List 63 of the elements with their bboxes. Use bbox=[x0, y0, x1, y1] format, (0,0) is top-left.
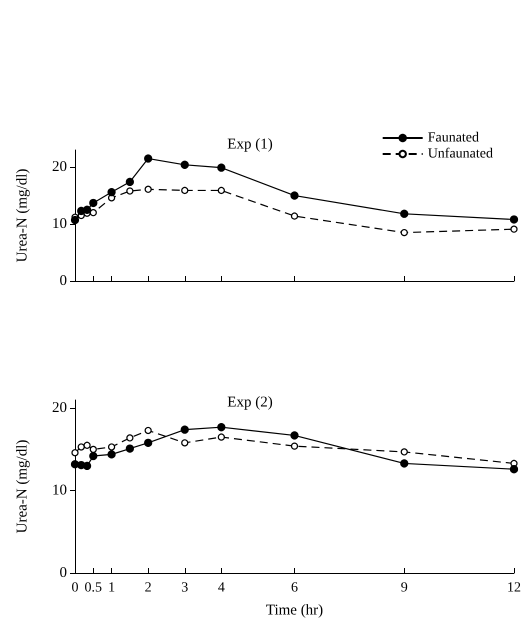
point bbox=[144, 426, 152, 434]
point bbox=[126, 178, 134, 186]
x-tick-label: 0 bbox=[72, 580, 78, 596]
point bbox=[180, 160, 189, 169]
point bbox=[144, 186, 152, 193]
point bbox=[290, 191, 299, 200]
point bbox=[82, 462, 92, 470]
point bbox=[218, 186, 225, 194]
y-axis-title: Urea-N (mg/dl) bbox=[14, 440, 30, 534]
x-tick-label: 1 bbox=[108, 580, 116, 596]
y-tick-label: 20 bbox=[52, 159, 67, 176]
point bbox=[89, 452, 98, 460]
point bbox=[144, 154, 152, 163]
point bbox=[218, 433, 225, 441]
point bbox=[107, 188, 116, 196]
y-tick-label: 10 bbox=[52, 216, 67, 232]
point bbox=[71, 449, 79, 456]
x-tick-label: 0.5 bbox=[84, 580, 102, 596]
x-tick-label: 2 bbox=[144, 580, 152, 596]
point bbox=[107, 450, 116, 458]
legend-label: Unfaunated bbox=[428, 146, 494, 162]
x-axis-title: Time (hr) bbox=[266, 602, 324, 618]
point bbox=[108, 443, 116, 451]
chart-title: Exp (1) bbox=[227, 136, 273, 152]
y-tick-label: 0 bbox=[60, 565, 67, 581]
point bbox=[90, 446, 97, 454]
x-tick-label: 3 bbox=[181, 580, 188, 596]
y-axis-title: Urea-N (mg/dl) bbox=[14, 168, 30, 262]
x-tick-label: 6 bbox=[291, 580, 298, 596]
point bbox=[70, 216, 80, 224]
point bbox=[290, 431, 299, 440]
x-tick-label: 12 bbox=[507, 580, 521, 596]
point bbox=[510, 215, 518, 224]
point bbox=[290, 212, 298, 220]
point bbox=[180, 426, 189, 434]
point bbox=[89, 198, 98, 208]
point bbox=[217, 164, 226, 172]
point bbox=[90, 209, 97, 216]
point bbox=[400, 448, 408, 456]
point bbox=[400, 210, 408, 218]
point bbox=[126, 434, 134, 442]
point bbox=[82, 206, 92, 214]
point bbox=[400, 459, 408, 468]
point bbox=[181, 439, 188, 446]
point bbox=[510, 226, 518, 233]
point bbox=[78, 443, 85, 451]
x-tick-label: 4 bbox=[218, 580, 225, 596]
point bbox=[290, 442, 298, 450]
y-tick-label: 20 bbox=[52, 400, 67, 416]
point bbox=[70, 460, 80, 468]
x-tick-label: 9 bbox=[400, 580, 408, 596]
point bbox=[144, 438, 152, 447]
chart-title: Exp (2) bbox=[227, 394, 273, 410]
legend-label: Faunated bbox=[428, 130, 480, 146]
y-tick-label: 0 bbox=[60, 273, 67, 289]
point bbox=[83, 442, 91, 449]
point bbox=[126, 444, 134, 453]
point bbox=[510, 465, 518, 474]
y-tick-label: 10 bbox=[52, 482, 67, 499]
point bbox=[126, 187, 134, 195]
point bbox=[217, 423, 226, 432]
point bbox=[400, 228, 408, 236]
point bbox=[181, 186, 188, 194]
